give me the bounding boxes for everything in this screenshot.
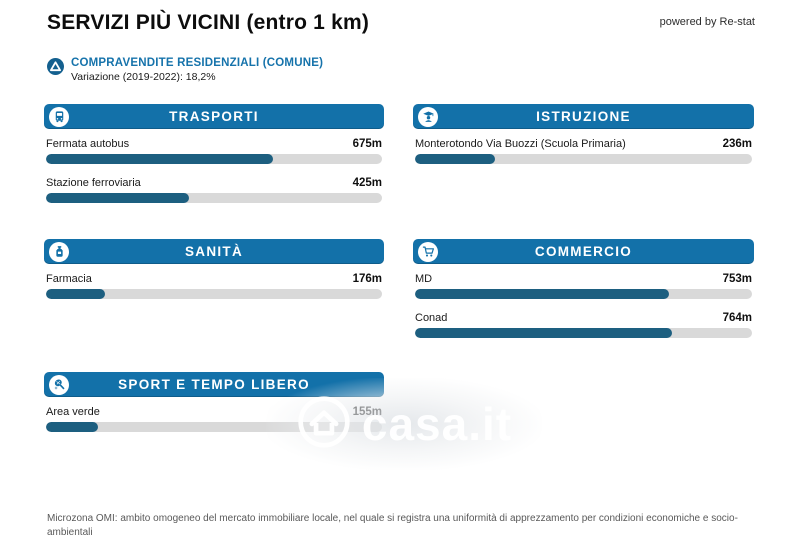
item-label: Farmacia — [46, 273, 92, 285]
list-item: Monterotondo Via Buozzi (Scuola Primaria… — [413, 138, 754, 164]
card-title: COMMERCIO — [534, 244, 633, 259]
distance-bar-fill — [46, 193, 189, 203]
card-title: SPORT E TEMPO LIBERO — [118, 377, 310, 392]
distance-bar-track — [46, 289, 382, 299]
item-distance: 176m — [352, 273, 382, 285]
card-header: SANITÀ — [44, 239, 384, 264]
item-label: Fermata autobus — [46, 138, 130, 150]
distance-bar-track — [46, 422, 382, 432]
card-header: TRASPORTI — [44, 104, 384, 129]
list-item: Stazione ferroviaria 425m — [44, 177, 384, 203]
powered-by-label: powered by Re-stat — [659, 16, 755, 28]
shopping-cart-icon — [418, 241, 438, 262]
distance-bar-fill — [46, 154, 273, 164]
distance-bar-track — [415, 154, 752, 164]
item-label: Stazione ferroviaria — [46, 177, 141, 189]
bus-icon — [49, 106, 69, 127]
card-title: TRASPORTI — [169, 109, 259, 124]
medicine-bottle-icon — [49, 241, 69, 262]
list-item: Area verde 155m — [44, 406, 384, 432]
footer-note: Microzona OMI: ambito omogeneo del merca… — [47, 513, 738, 538]
card-header: SPORT E TEMPO LIBERO — [44, 372, 384, 397]
item-distance: 425m — [352, 177, 382, 189]
item-label: MD — [415, 273, 433, 285]
distance-bar-fill — [46, 422, 99, 432]
distance-bar-fill — [415, 289, 669, 299]
distance-bar-track — [46, 154, 382, 164]
card-commercio: COMMERCIO MD 753m Conad 764m — [413, 239, 754, 338]
card-title: SANITÀ — [184, 244, 244, 259]
distance-bar-track — [415, 289, 752, 299]
item-label: Conad — [415, 312, 448, 324]
distance-bar-fill — [46, 289, 106, 299]
list-item: Fermata autobus 675m — [44, 138, 384, 164]
card-sanita: SANITÀ Farmacia 176m — [44, 239, 384, 299]
card-trasporti: TRASPORTI Fermata autobus 675m Stazione … — [44, 104, 384, 203]
item-distance: 753m — [722, 273, 752, 285]
distance-bar-track — [415, 328, 752, 338]
distance-bar-track — [46, 193, 382, 203]
card-sport: SPORT E TEMPO LIBERO Area verde 155m — [44, 372, 384, 432]
item-label: Area verde — [46, 406, 100, 418]
page-title: SERVIZI PIÙ VICINI (entro 1 km) — [47, 11, 370, 34]
item-distance: 675m — [352, 138, 382, 150]
item-distance: 764m — [722, 312, 752, 324]
card-title: ISTRUZIONE — [536, 109, 631, 124]
subheader-variation: Variazione (2019-2022): 18,2% — [71, 71, 216, 83]
distance-bar-fill — [415, 328, 673, 338]
item-distance: 155m — [352, 406, 382, 418]
list-item: Farmacia 176m — [44, 273, 384, 299]
card-header: COMMERCIO — [413, 239, 754, 264]
card-istruzione: ISTRUZIONE Monterotondo Via Buozzi (Scuo… — [413, 104, 754, 164]
item-distance: 236m — [722, 138, 752, 150]
compravendite-subheader: COMPRAVENDITE RESIDENZIALI (COMUNE) Vari… — [47, 57, 323, 83]
list-item: MD 753m — [413, 273, 754, 299]
item-label: Monterotondo Via Buozzi (Scuola Primaria… — [415, 138, 626, 150]
card-header: ISTRUZIONE — [413, 104, 754, 129]
list-item: Conad 764m — [413, 312, 754, 338]
subheader-title: COMPRAVENDITE RESIDENZIALI (COMUNE) — [71, 57, 324, 69]
racket-icon — [49, 374, 69, 395]
graduate-icon — [418, 106, 438, 127]
trend-delta-icon — [47, 58, 64, 83]
distance-bar-fill — [415, 154, 495, 164]
watermark-text: casa.it — [361, 398, 513, 450]
